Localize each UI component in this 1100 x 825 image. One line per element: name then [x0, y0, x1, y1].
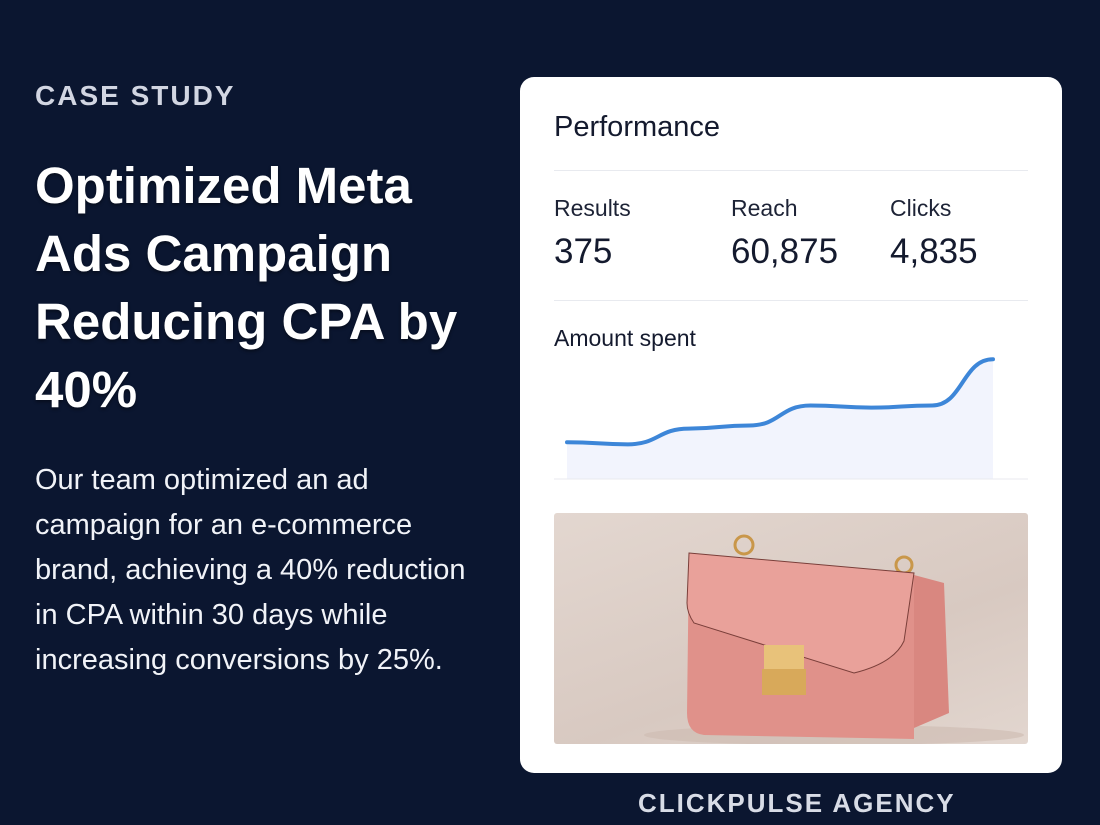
- divider: [554, 170, 1028, 171]
- chart-area: [567, 359, 993, 479]
- metric-reach: Reach 60,875: [731, 195, 838, 272]
- page-title: Optimized Meta Ads Campaign Reducing CPA…: [35, 157, 458, 418]
- metric-value: 4,835: [890, 232, 978, 271]
- metric-label: Reach: [731, 195, 798, 221]
- eyebrow-label: CASE STUDY: [35, 80, 236, 111]
- metric-results: Results 375: [554, 195, 631, 272]
- chart-label: Amount spent: [554, 325, 696, 351]
- metric-value: 375: [554, 232, 613, 271]
- performance-card: Performance Results 375 Reach 60,875 Cli…: [520, 77, 1062, 773]
- description: Our team optimized an ad campaign for an…: [35, 464, 466, 676]
- divider: [554, 300, 1028, 301]
- metric-value: 60,875: [731, 232, 839, 271]
- amount-spent-chart: [554, 357, 1028, 480]
- metric-label: Results: [554, 195, 631, 221]
- metric-clicks: Clicks 4,835: [890, 195, 978, 272]
- agency-name: CLICKPULSE AGENCY: [638, 788, 956, 818]
- handbag-illustration: [644, 534, 1024, 744]
- card-title: Performance: [554, 111, 721, 143]
- chart-line: [565, 357, 995, 447]
- product-image: [554, 513, 1028, 744]
- metric-label: Clicks: [890, 195, 952, 221]
